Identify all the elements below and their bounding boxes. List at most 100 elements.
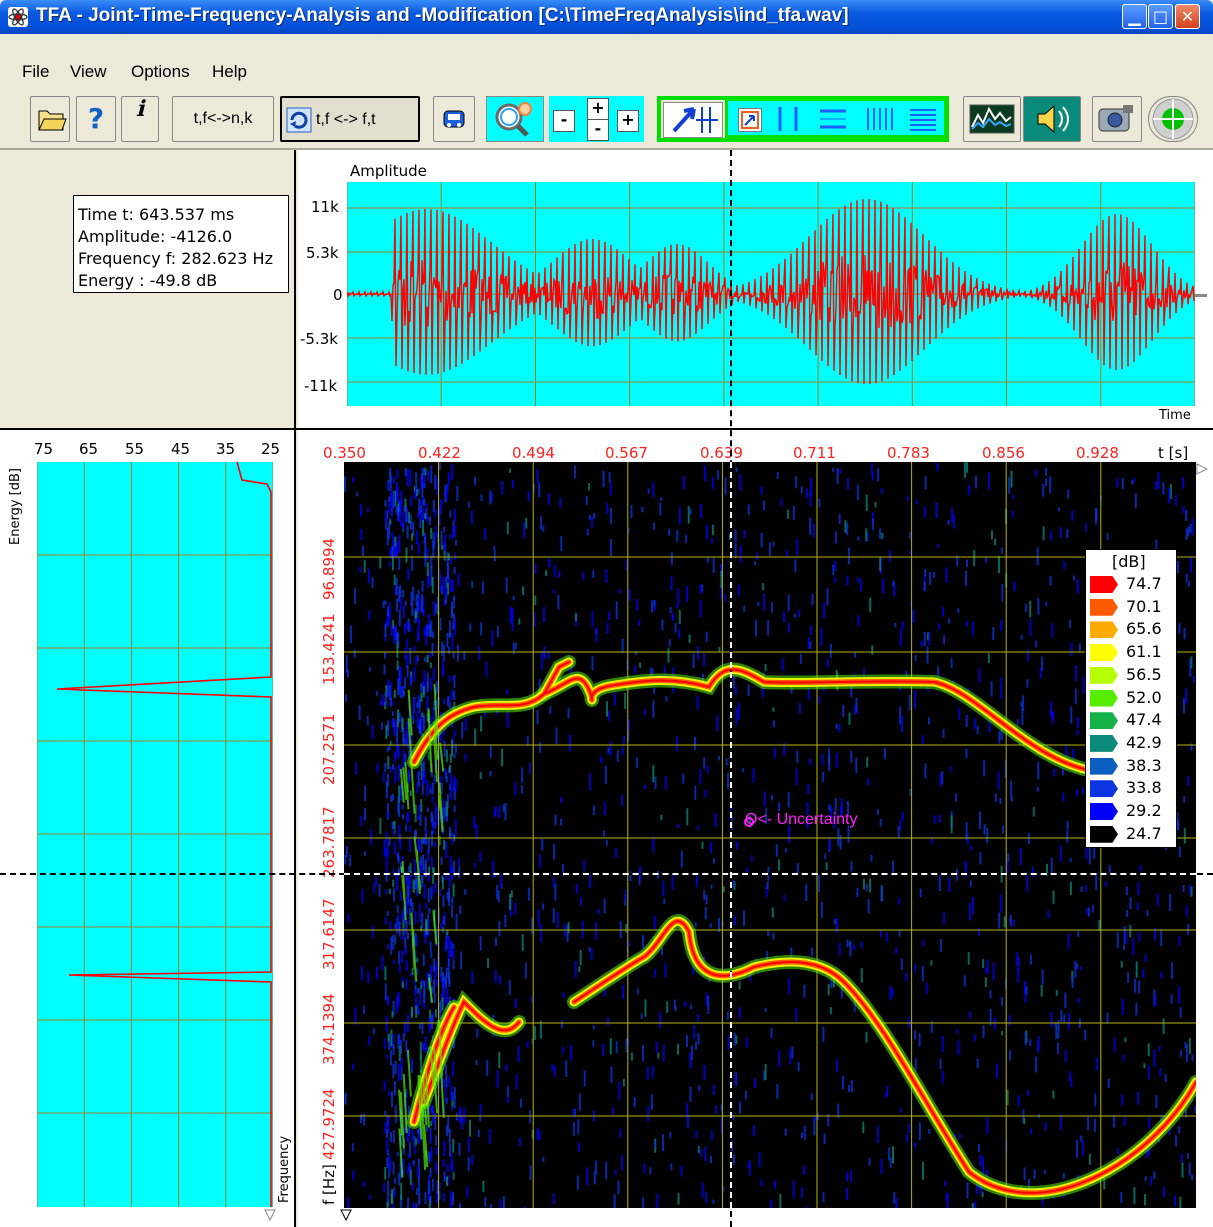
energy-tick-75: 75 (34, 440, 54, 458)
region-select-button[interactable] (738, 108, 762, 132)
time-tick-0: 0.350 (323, 444, 366, 462)
zoom-out-v-button[interactable]: - (587, 119, 609, 141)
maximize-button[interactable]: □ (1148, 4, 1173, 29)
legend-row: 61.1 (1086, 642, 1176, 662)
help-icon: ? (87, 102, 105, 135)
zoom-in-h-button[interactable]: + (617, 110, 639, 132)
info-button[interactable]: ℹ (121, 96, 159, 142)
rotate-icon (286, 107, 312, 133)
horizontal-lines-button[interactable] (814, 105, 852, 133)
legend-value: 74.7 (1126, 574, 1162, 593)
spectrogram-plot[interactable] (344, 462, 1203, 1220)
legend-swatch (1090, 598, 1118, 616)
horizontal-splitter[interactable] (0, 428, 1213, 430)
spectrum-icon (969, 104, 1015, 134)
time-grid-button[interactable] (860, 105, 898, 133)
menu-options[interactable]: Options (131, 62, 190, 81)
waveform-ytick-0: 0 (333, 286, 343, 304)
waveform-ytick-11k: 11k (311, 198, 339, 216)
legend-row: 74.7 (1086, 574, 1176, 594)
camera-button[interactable] (1092, 96, 1142, 142)
energy-plot[interactable] (36, 461, 274, 1207)
time-tick-7: 0.856 (982, 444, 1025, 462)
energy-ylabel: Energy [dB] (8, 468, 23, 545)
cursor-horizontal-line[interactable] (344, 873, 1196, 875)
menu-help[interactable]: Help (212, 62, 247, 81)
speaker-icon (1037, 104, 1069, 134)
tf-ft-swap-button[interactable]: t,f <-> f,t (280, 96, 420, 142)
energy-svg (36, 461, 274, 1207)
vertical-grid-icon (867, 108, 893, 130)
zoom-out-h-button[interactable]: - (553, 110, 575, 132)
time-tick-4: 0.639 (700, 444, 743, 462)
time-axis-arrow (1196, 462, 1209, 475)
freq-tick-2: 207.2571 (320, 713, 338, 785)
legend-swatch (1090, 803, 1118, 820)
cursor-mode-button[interactable] (663, 102, 723, 138)
spectrum-view-button[interactable] (963, 96, 1021, 142)
energy-tick-45: 45 (171, 440, 191, 458)
uncertainty-annotation: O<- Uncertainty (745, 811, 858, 828)
crosshair-target-icon (1152, 98, 1194, 140)
legend-row: 70.1 (1086, 597, 1176, 617)
legend-value: 38.3 (1126, 755, 1162, 775)
target-button[interactable] (1148, 96, 1198, 142)
cursor-vertical-line[interactable] (730, 462, 732, 1208)
zoom-in-v-button[interactable]: + (587, 98, 609, 120)
legend-row: 42.9 (1086, 733, 1176, 753)
legend-row: 56.5 (1086, 665, 1176, 685)
vertical-lines-button[interactable] (770, 105, 808, 133)
selection-tools (725, 98, 947, 138)
waveform-signal (346, 199, 1195, 385)
freq-grid-button[interactable] (904, 105, 942, 133)
energy-curve (56, 461, 272, 1207)
freq-tick-0: 96.8994 (320, 537, 338, 600)
waveform-plot[interactable] (346, 182, 1196, 406)
info-time: Time t: 643.537 ms (78, 205, 235, 224)
close-icon: ✕ (1180, 7, 1195, 26)
color-legend: [dB] 74.7 70.1 65.6 61.1 56.5 52.0 47.4 42.9 38.… (1085, 549, 1177, 848)
energy-grid (36, 462, 274, 1207)
close-button[interactable]: ✕ (1175, 4, 1200, 29)
maximize-icon: □ (1152, 7, 1169, 26)
legend-row: 24.7 (1086, 824, 1176, 844)
legend-value: 65.6 (1126, 619, 1162, 639)
horizontal-grid-icon (910, 109, 936, 131)
legend-swatch (1090, 576, 1118, 593)
zoom-button[interactable] (486, 96, 544, 142)
info-icon: ℹ (135, 97, 145, 122)
legend-value: 29.2 (1126, 801, 1162, 820)
legend-swatch (1090, 712, 1118, 730)
legend-title: [dB] (1112, 552, 1146, 571)
legend-value: 56.5 (1126, 664, 1162, 684)
tf-nk-toggle-button[interactable]: t,f<->n,k (172, 96, 274, 142)
time-tick-6: 0.783 (887, 444, 930, 462)
legend-swatch (1090, 621, 1118, 639)
camera-icon (1098, 105, 1133, 132)
time-tick-2: 0.494 (512, 444, 555, 462)
spectrogram-svg (344, 462, 1203, 1220)
double-vertical-lines-icon (778, 107, 798, 131)
menu-bar (0, 34, 1213, 90)
legend-swatch (1090, 757, 1118, 775)
menu-view[interactable]: View (70, 62, 107, 81)
energy-tick-65: 65 (79, 440, 99, 458)
time-tick-3: 0.567 (605, 444, 648, 462)
info-frequency: Frequency f: 282.623 Hz (78, 249, 273, 268)
double-horizontal-lines-icon (820, 109, 846, 129)
help-button[interactable]: ? (76, 96, 116, 142)
legend-value: 24.7 (1126, 823, 1162, 843)
open-button[interactable] (30, 96, 70, 142)
app-icon (8, 7, 28, 27)
menu-file[interactable]: File (22, 62, 50, 81)
zoom-controls: - + - + (549, 96, 644, 142)
minimize-button[interactable]: ▁ (1122, 4, 1147, 29)
play-sound-button[interactable] (1023, 96, 1081, 142)
legend-value: 70.1 (1126, 596, 1162, 616)
view-button[interactable] (433, 96, 475, 142)
vertical-splitter[interactable] (294, 150, 296, 1227)
spectrogram-noise (344, 462, 1198, 1220)
waveform-ytick-neg5k: -5.3k (300, 330, 338, 348)
energy-axis-arrow (264, 1208, 276, 1222)
legend-swatch (1090, 734, 1118, 752)
